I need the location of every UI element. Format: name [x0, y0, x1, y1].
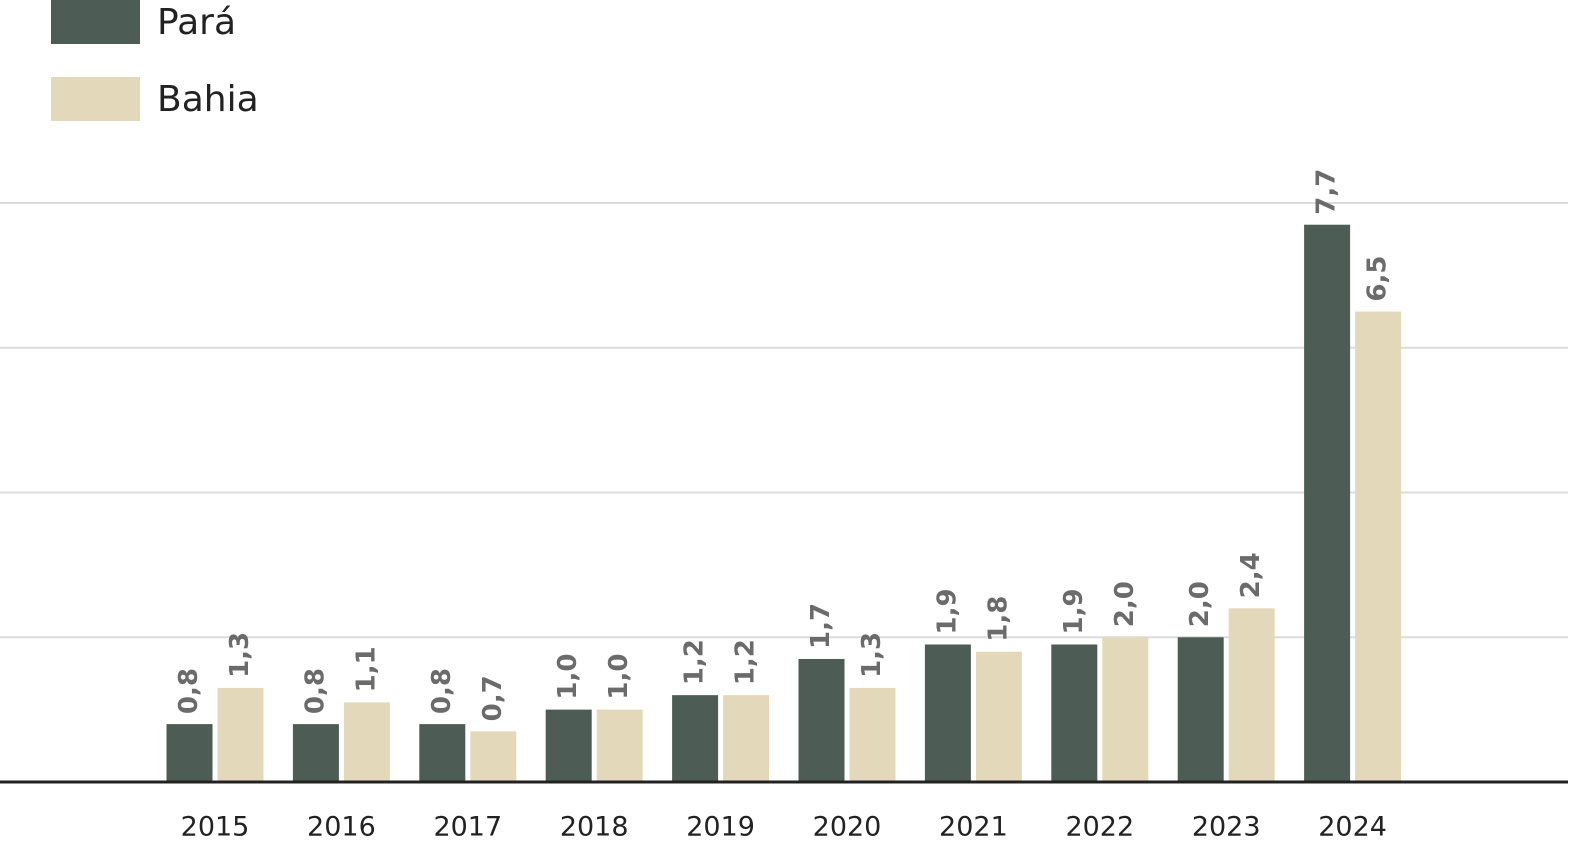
x-tick-label: 2015: [181, 812, 250, 843]
value-label: 0,8: [300, 668, 330, 714]
legend-label: Bahia: [157, 79, 259, 120]
bar: [1102, 637, 1149, 782]
x-tick-label: 2023: [1192, 812, 1261, 843]
bar: [672, 695, 719, 782]
value-label: 1,9: [932, 588, 962, 634]
value-label: 0,8: [427, 668, 457, 714]
x-tick-label: 2021: [939, 812, 1008, 843]
x-tick-label: 2017: [433, 812, 502, 843]
legend-swatch: [51, 77, 140, 121]
bar: [1177, 637, 1224, 782]
bar: [343, 702, 390, 782]
bar: [798, 658, 845, 782]
bar: [470, 731, 517, 782]
x-tick-label: 2022: [1065, 812, 1134, 843]
x-tick-label: 2019: [686, 812, 755, 843]
value-label: 6,5: [1363, 256, 1393, 302]
value-label: 1,0: [553, 654, 583, 700]
bar: [1304, 224, 1351, 782]
bar: [545, 709, 592, 782]
value-label: 0,7: [478, 675, 508, 721]
value-label: 2,0: [1110, 581, 1140, 627]
value-label: 1,3: [225, 632, 255, 678]
bar: [1355, 311, 1402, 782]
value-label: 1,0: [604, 654, 634, 700]
bar: [849, 687, 896, 782]
bar: [292, 724, 339, 782]
bar: [723, 695, 770, 782]
x-tick-label: 2018: [560, 812, 629, 843]
bar: [1228, 608, 1275, 782]
value-label: 1,8: [983, 596, 1013, 642]
value-label: 0,8: [174, 668, 204, 714]
value-label: 1,7: [806, 603, 836, 649]
value-label: 1,2: [680, 639, 710, 685]
legend-swatch: [51, 0, 140, 44]
value-label: 1,2: [731, 639, 761, 685]
value-label: 2,4: [1236, 552, 1266, 598]
bar: [166, 724, 213, 782]
bar: [1051, 644, 1098, 782]
x-tick-label: 2024: [1318, 812, 1387, 843]
bar: [596, 709, 643, 782]
value-label: 2,0: [1185, 581, 1215, 627]
x-tick-label: 2016: [307, 812, 376, 843]
value-label: 1,3: [857, 632, 887, 678]
x-tick-label: 2020: [813, 812, 882, 843]
legend-label: Pará: [157, 2, 236, 43]
bar: [217, 687, 264, 782]
bar: [975, 651, 1022, 782]
value-label: 7,7: [1312, 169, 1342, 215]
bar: [924, 644, 971, 782]
value-label: 1,9: [1059, 588, 1089, 634]
bar: [419, 724, 466, 782]
value-label: 1,1: [351, 646, 381, 692]
